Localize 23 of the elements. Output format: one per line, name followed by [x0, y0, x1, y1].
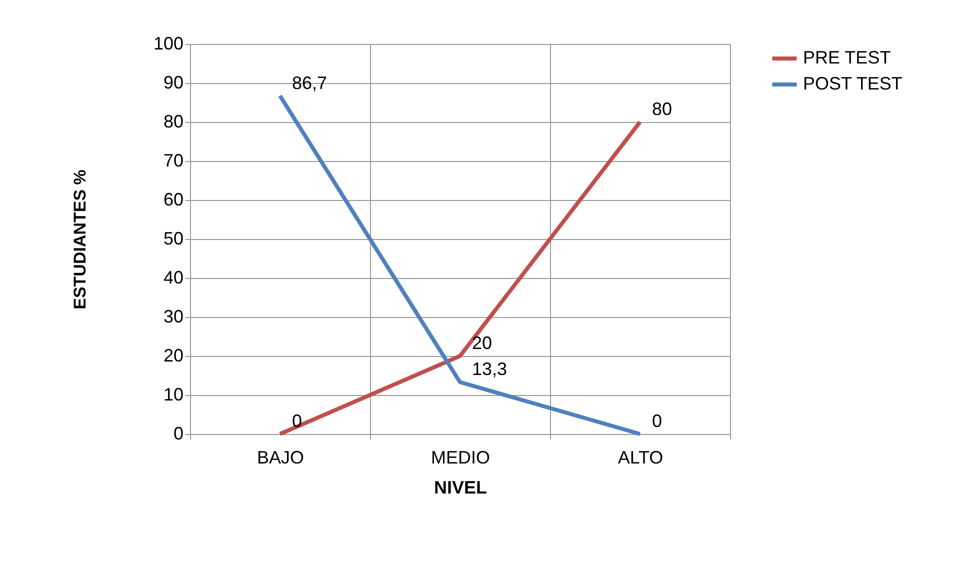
data-label: 86,7 [292, 72, 328, 93]
y-tick-label: 90 [163, 72, 184, 92]
x-tick-label: BAJO [256, 448, 304, 468]
y-tick-label: 0 [173, 424, 184, 444]
y-tick-label: 100 [153, 34, 184, 54]
data-label: 0 [652, 411, 662, 431]
y-tick-label: 10 [163, 384, 184, 404]
x-tick-label: ALTO [618, 448, 664, 468]
y-tick-label: 60 [163, 190, 184, 210]
y-tick-label: 40 [163, 268, 184, 288]
data-label: 13,3 [472, 359, 508, 380]
legend-label: PRE TEST [803, 48, 891, 68]
data-label: 80 [652, 99, 672, 119]
y-tick-label: 50 [163, 228, 184, 248]
data-label: 20 [472, 333, 492, 353]
y-tick-label: 30 [163, 306, 184, 326]
y-tick-label: 80 [163, 112, 184, 132]
y-axis-title: ESTUDIANTES % [70, 170, 90, 310]
y-tick-label: 70 [163, 150, 184, 170]
x-axis-title: NIVEL [434, 478, 488, 498]
y-tick-label: 20 [163, 346, 184, 366]
legend-label: POST TEST [803, 74, 902, 94]
x-tick-label: MEDIO [430, 448, 490, 468]
